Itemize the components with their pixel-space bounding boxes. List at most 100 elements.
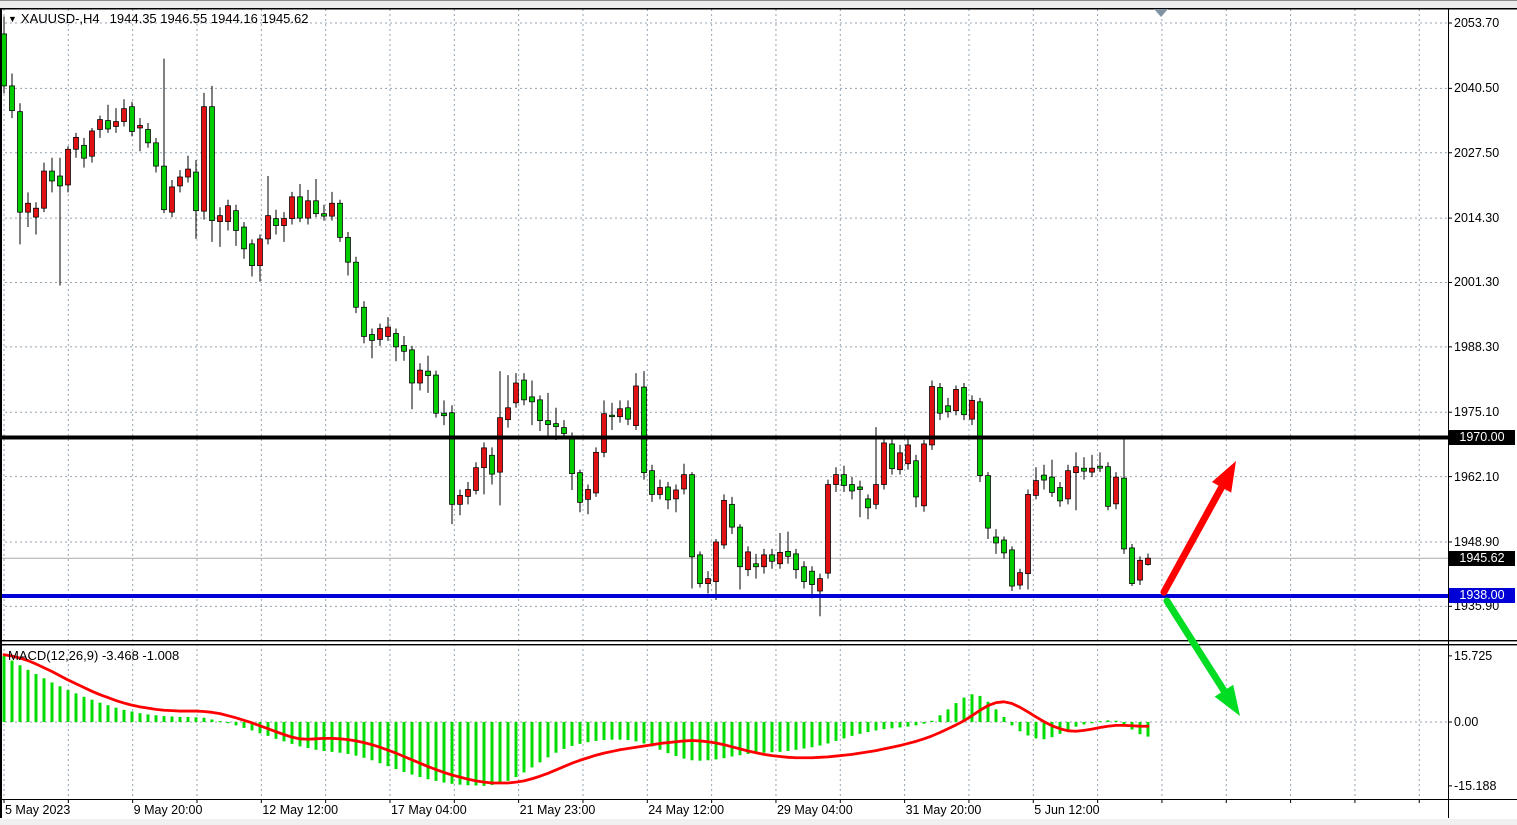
macd-histogram-bar	[642, 722, 646, 744]
projection-arrow-down[interactable]	[1163, 597, 1240, 716]
macd-histogram-bar	[98, 702, 102, 722]
candle-bull	[969, 399, 975, 420]
macd-histogram-bar	[146, 714, 150, 722]
macd-histogram-bar	[1122, 722, 1126, 725]
macd-histogram-bar	[562, 722, 566, 749]
projection-arrow-up[interactable]	[1160, 461, 1236, 596]
macd-histogram-bar	[986, 701, 990, 722]
macd-histogram-bar	[746, 722, 750, 754]
candle-bull	[417, 369, 423, 384]
symbol-expand-icon[interactable]: ▼	[8, 14, 17, 24]
time-tick-label: 5 Jun 12:00	[1034, 803, 1100, 817]
candle-bull	[113, 121, 119, 127]
macd-histogram-bar	[218, 721, 222, 723]
candle-bull	[1017, 572, 1023, 586]
candle-bull	[201, 106, 207, 212]
candle-bear	[273, 218, 279, 226]
candle-bull	[41, 170, 47, 209]
macd-histogram-bar	[922, 722, 926, 724]
macd-histogram-bar	[538, 722, 542, 763]
window-bottom-border	[0, 819, 1517, 825]
macd-histogram-bar	[802, 722, 806, 749]
macd-histogram-bar	[1098, 721, 1102, 723]
time-tick-label: 24 May 12:00	[648, 803, 725, 817]
macd-histogram-bar	[506, 722, 510, 781]
candle-bull	[305, 200, 311, 219]
candle-bull	[505, 407, 511, 421]
candle-bear	[1057, 487, 1063, 502]
candle-bear	[985, 475, 991, 529]
candle-bull	[265, 215, 271, 240]
macd-histogram-bar	[530, 722, 534, 768]
candle-bull	[1137, 559, 1143, 581]
macd-histogram-bar	[498, 722, 502, 784]
candle-bear	[529, 396, 535, 403]
price-axis[interactable]: 2053.70 2040.50 2027.50 2014.30 2001.30 1988.…	[1449, 8, 1517, 800]
macd-histogram-bar	[66, 690, 70, 722]
macd-histogram-bar	[442, 722, 446, 783]
price-tick-label: 1975.10	[1454, 405, 1500, 420]
candle-bull	[721, 499, 727, 546]
candle-bull	[177, 176, 183, 187]
candle-bear	[297, 196, 303, 219]
candle-bear	[961, 387, 967, 416]
macd-histogram-bar	[258, 722, 262, 734]
candle-bear	[625, 407, 631, 420]
candle-bull	[929, 386, 935, 446]
window-top-border	[0, 0, 1517, 9]
macd-histogram-bar	[482, 722, 486, 786]
macd-histogram-bar	[162, 716, 166, 722]
candle-bear	[609, 414, 615, 418]
candle-bull	[65, 148, 71, 186]
candle-bear	[801, 566, 807, 582]
candle-bull	[1065, 470, 1071, 500]
macd-histogram-bar	[138, 713, 142, 722]
candle-bull	[169, 186, 175, 213]
candle-bear	[249, 243, 255, 267]
candle-bull	[257, 238, 263, 267]
panel-separator[interactable]	[0, 640, 1517, 642]
macd-histogram-bar	[282, 722, 286, 742]
candle-bull	[905, 444, 911, 465]
macd-histogram-bar	[394, 722, 398, 770]
candle-bear	[313, 200, 319, 215]
macd-histogram-bar	[402, 722, 406, 773]
candle-bull	[593, 451, 599, 494]
macd-histogram-bar	[170, 716, 174, 722]
chart-bottom-border	[0, 799, 1517, 800]
chart-left-border	[0, 8, 2, 818]
candle-bull	[137, 125, 143, 129]
candle-bear	[649, 470, 655, 495]
macd-histogram-bar	[42, 678, 46, 722]
candle-bear	[577, 472, 583, 503]
candle-bear	[369, 334, 375, 341]
macd-histogram-bar	[818, 722, 822, 746]
candle-bear	[785, 551, 791, 557]
candle-bull	[329, 202, 335, 217]
candle-bear	[1, 33, 7, 87]
candle-bear	[841, 474, 847, 486]
macd-histogram-bar	[770, 722, 774, 753]
candle-bull	[713, 541, 719, 582]
macd-histogram-bar	[666, 722, 670, 754]
macd-histogram-bar	[386, 722, 390, 767]
candle-bear	[57, 175, 63, 187]
macd-histogram-bar	[242, 722, 246, 728]
macd-histogram-bar	[226, 722, 230, 724]
time-axis[interactable]: 5 May 2023 9 May 20:00 12 May 12:00 17 May …	[0, 800, 1448, 819]
panel-separator[interactable]	[0, 644, 1517, 646]
macd-histogram-bar	[794, 722, 798, 750]
macd-histogram-bar	[306, 722, 310, 749]
candle-bear	[1001, 539, 1007, 554]
candle-bear	[409, 349, 415, 384]
candle-bull	[89, 130, 95, 157]
macd-histogram-bar	[450, 722, 454, 784]
macd-tick-label: 15.725	[1454, 648, 1493, 663]
time-tick-label: 29 May 04:00	[776, 803, 853, 817]
candle-bear	[105, 120, 111, 130]
candle-bear	[809, 570, 815, 585]
macd-histogram-bar	[866, 722, 870, 733]
macd-histogram-bar	[882, 722, 886, 730]
